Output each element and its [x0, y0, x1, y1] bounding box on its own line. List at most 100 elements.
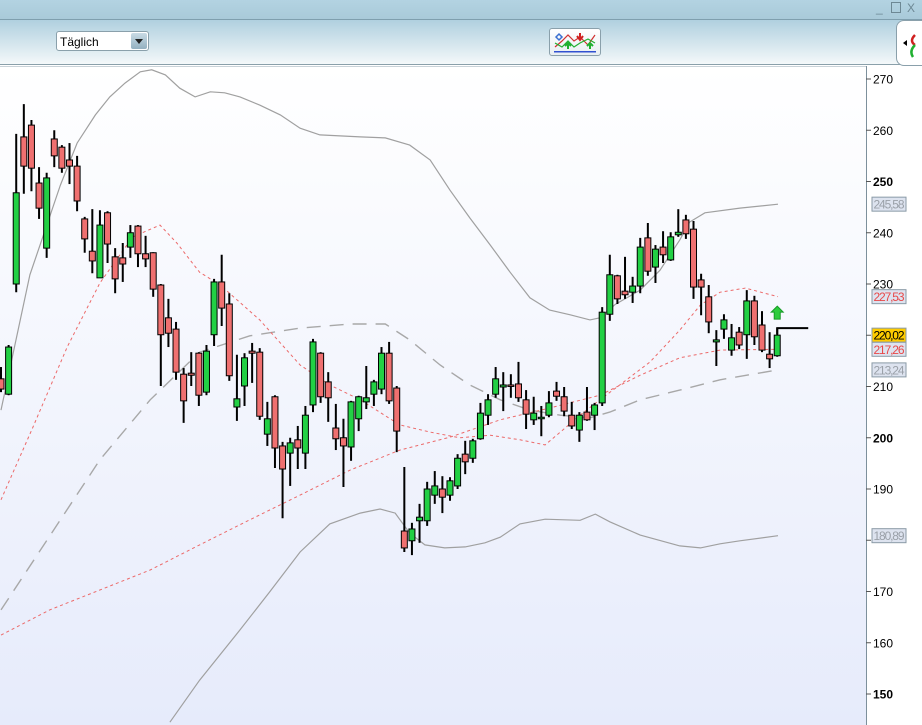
candle[interactable]: [378, 347, 385, 395]
candle[interactable]: [81, 216, 89, 253]
candle[interactable]: [279, 441, 287, 519]
candle[interactable]: [370, 379, 378, 406]
candle[interactable]: [58, 145, 66, 173]
candle[interactable]: [119, 243, 127, 282]
candle[interactable]: [598, 307, 606, 406]
candle[interactable]: [355, 395, 363, 432]
candle[interactable]: [210, 278, 218, 347]
candle[interactable]: [104, 211, 112, 263]
candle[interactable]: [408, 522, 416, 556]
candle[interactable]: [492, 367, 500, 398]
candle[interactable]: [575, 412, 583, 442]
candle[interactable]: [522, 390, 530, 430]
candle[interactable]: [172, 321, 180, 380]
candle[interactable]: [96, 210, 104, 279]
candle[interactable]: [507, 374, 515, 398]
candle[interactable]: [416, 503, 424, 543]
candle[interactable]: [126, 225, 134, 258]
candle[interactable]: [111, 248, 119, 294]
candle[interactable]: [263, 401, 271, 446]
candle[interactable]: [560, 387, 568, 417]
candle[interactable]: [530, 396, 538, 425]
candle[interactable]: [20, 104, 28, 194]
candle[interactable]: [50, 130, 58, 168]
candle[interactable]: [690, 220, 698, 299]
candle[interactable]: [202, 344, 210, 396]
candle[interactable]: [606, 254, 614, 321]
candle[interactable]: [667, 232, 675, 261]
candle[interactable]: [750, 295, 758, 345]
candle[interactable]: [499, 372, 507, 412]
candle[interactable]: [256, 348, 264, 420]
candle[interactable]: [705, 285, 713, 334]
candle[interactable]: [514, 361, 522, 402]
candle[interactable]: [484, 394, 492, 425]
maximize-icon[interactable]: [891, 2, 901, 13]
candle[interactable]: [0, 367, 5, 393]
candle[interactable]: [142, 235, 150, 268]
candle[interactable]: [644, 223, 652, 276]
candle[interactable]: [651, 245, 659, 283]
candle[interactable]: [469, 438, 477, 463]
candle[interactable]: [591, 402, 599, 431]
candle[interactable]: [43, 172, 51, 258]
candle[interactable]: [537, 405, 545, 437]
candle[interactable]: [271, 395, 279, 468]
candle[interactable]: [393, 385, 401, 453]
candle[interactable]: [248, 342, 256, 383]
candle[interactable]: [233, 354, 241, 421]
candle[interactable]: [659, 231, 667, 263]
candle[interactable]: [636, 237, 644, 294]
candle[interactable]: [728, 323, 736, 356]
candle[interactable]: [301, 405, 309, 470]
candle[interactable]: [164, 298, 172, 348]
candle[interactable]: [454, 454, 462, 489]
candle[interactable]: [629, 276, 637, 303]
candle[interactable]: [339, 418, 347, 487]
candle[interactable]: [347, 400, 355, 461]
candle[interactable]: [362, 366, 370, 410]
chevron-down-icon[interactable]: [131, 33, 147, 49]
candle[interactable]: [180, 368, 188, 423]
candle[interactable]: [294, 425, 302, 470]
candle[interactable]: [697, 273, 705, 316]
candle[interactable]: [187, 352, 195, 386]
candle[interactable]: [88, 209, 96, 274]
candle[interactable]: [476, 402, 484, 440]
candle[interactable]: [720, 314, 728, 339]
candle[interactable]: [12, 133, 20, 293]
candle[interactable]: [423, 481, 431, 526]
candle[interactable]: [735, 327, 743, 350]
candle[interactable]: [134, 225, 142, 268]
candle[interactable]: [5, 344, 13, 396]
candle[interactable]: [431, 471, 439, 504]
candle[interactable]: [27, 120, 35, 192]
candle[interactable]: [400, 466, 408, 553]
candle[interactable]: [332, 403, 340, 451]
signal-side-button[interactable]: [896, 20, 922, 66]
minimize-icon[interactable]: _: [876, 1, 883, 15]
close-icon[interactable]: X: [907, 1, 916, 15]
candle[interactable]: [553, 381, 561, 401]
candle[interactable]: [674, 209, 682, 237]
candle[interactable]: [621, 256, 629, 299]
candle[interactable]: [438, 476, 446, 514]
candle[interactable]: [218, 254, 226, 327]
candle[interactable]: [682, 214, 690, 239]
candle[interactable]: [73, 155, 81, 212]
candle[interactable]: [157, 284, 165, 386]
candle[interactable]: [309, 338, 317, 413]
candle[interactable]: [583, 387, 591, 421]
indicator-button[interactable]: [549, 28, 601, 56]
candle[interactable]: [766, 332, 774, 369]
candle[interactable]: [195, 352, 203, 406]
candle[interactable]: [545, 391, 553, 418]
candle[interactable]: [149, 252, 157, 297]
candle[interactable]: [324, 372, 332, 422]
candle[interactable]: [286, 437, 294, 486]
candle[interactable]: [65, 143, 73, 185]
candle[interactable]: [461, 440, 469, 475]
candle[interactable]: [568, 401, 576, 430]
candle[interactable]: [225, 293, 233, 381]
candle[interactable]: [317, 352, 325, 403]
